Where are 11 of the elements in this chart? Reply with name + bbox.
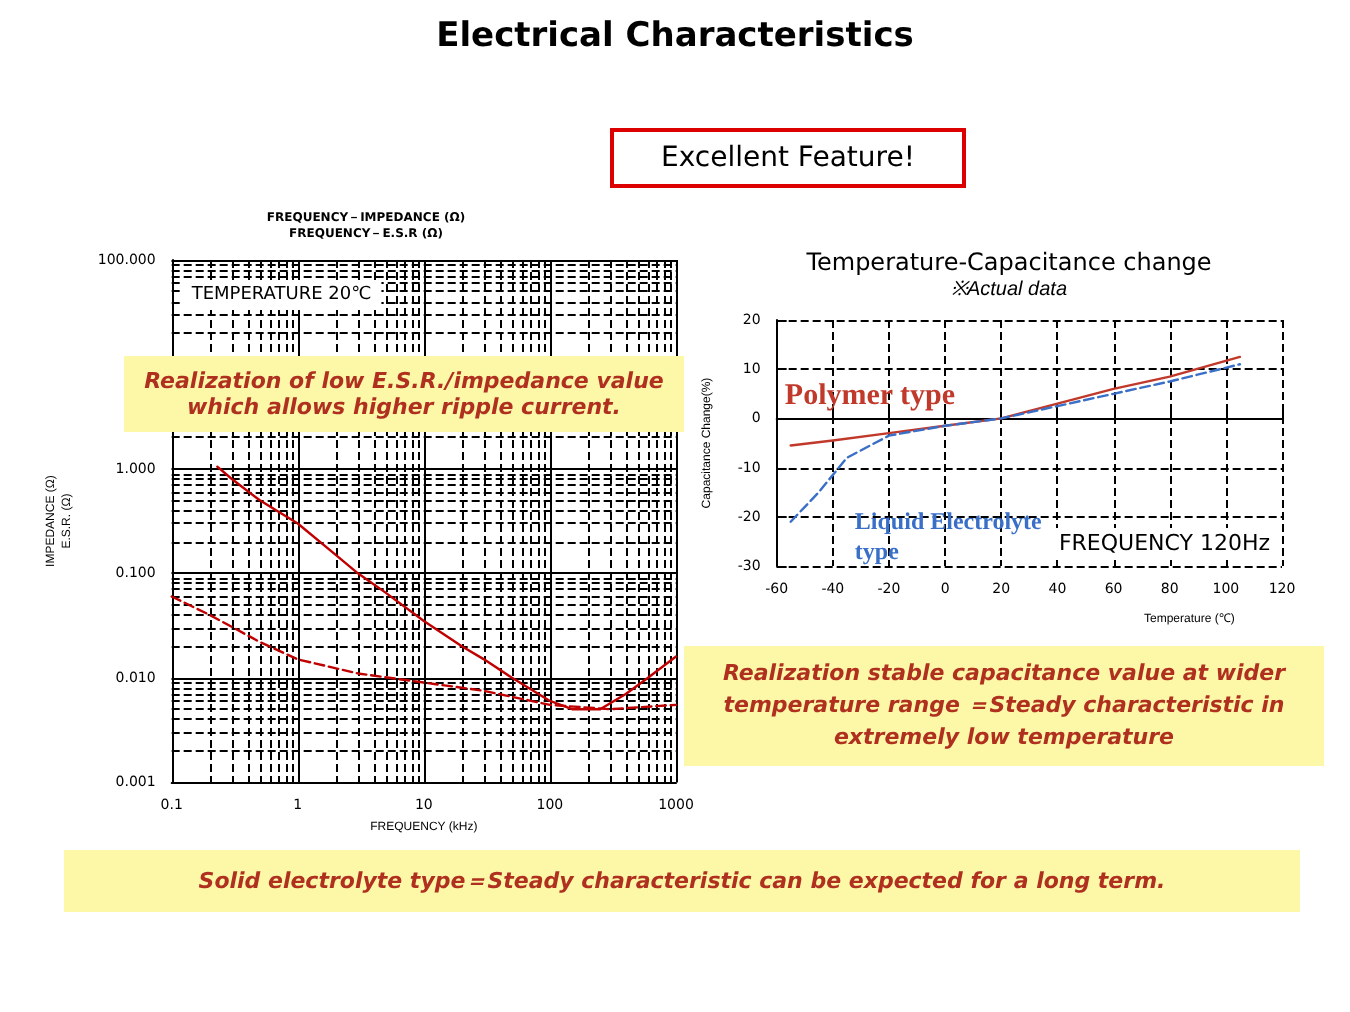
text: Electrical Characteristics — [434, 16, 916, 56]
text: Solid electrolyte type＝Steady characteristic can be expected for a long term. — [64, 850, 1300, 912]
text: Excellent Feature! — [610, 128, 966, 188]
annotation: TEMPERATURE 20℃ — [189, 285, 372, 305]
chart-subtitle: ※Actual data — [950, 279, 1068, 301]
chart-title: Temperature-Capacitance change — [804, 248, 1212, 276]
text: Realization stable capacitance value at wider temperature range ＝Steady characteristic in extremely low temperature — [684, 646, 1324, 766]
annotation: FREQUENCY 120Hz — [1058, 530, 1271, 556]
line-series — [789, 355, 1242, 447]
annotation: Realization of low E.S.R./impedance value which allows higher ripple current. — [124, 356, 684, 432]
series-label: Polymer type — [784, 379, 956, 412]
